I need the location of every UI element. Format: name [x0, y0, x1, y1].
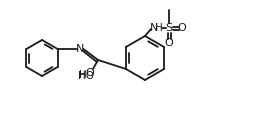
Text: H: H	[155, 23, 163, 33]
Text: O: O	[165, 38, 173, 48]
Text: N: N	[150, 23, 158, 33]
Text: S: S	[166, 23, 172, 33]
Text: N: N	[76, 44, 84, 54]
Text: O: O	[86, 68, 94, 78]
Text: O: O	[178, 23, 186, 33]
Text: HO: HO	[78, 71, 94, 81]
Text: H: H	[79, 70, 87, 80]
